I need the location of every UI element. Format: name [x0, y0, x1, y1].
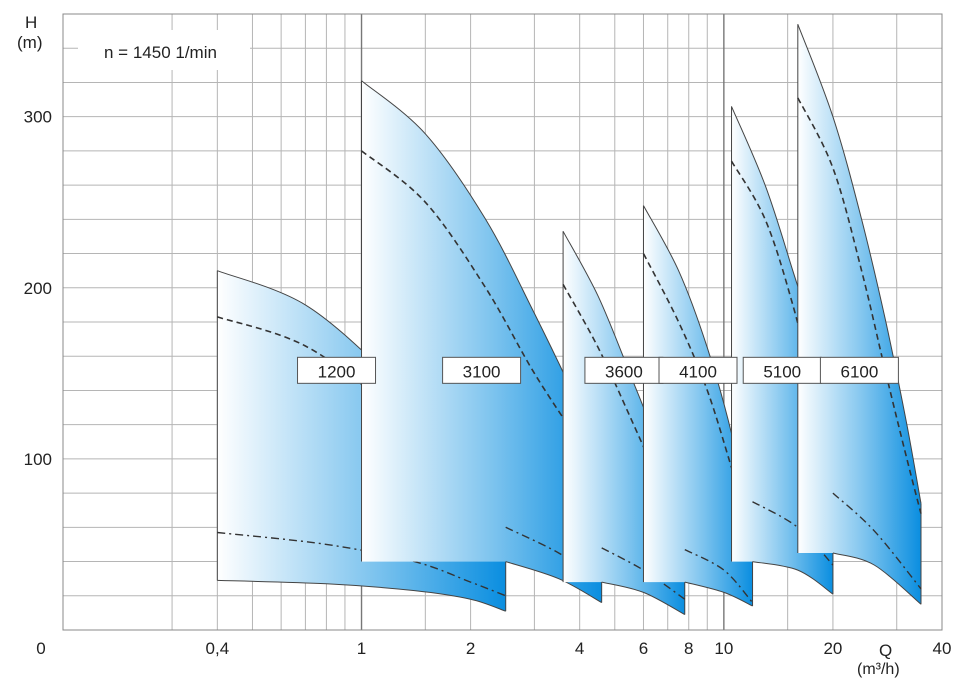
x-tick-label: 1 [357, 639, 366, 658]
x-axis-title: Q [879, 641, 892, 660]
x-tick-label: 10 [714, 639, 733, 658]
x-tick-label: 20 [823, 639, 842, 658]
series-label-box [819, 356, 899, 384]
x-tick-label: 2 [466, 639, 475, 658]
series-area [643, 205, 753, 606]
series-label: 3100 [463, 362, 501, 381]
y-axis-title: H [25, 13, 37, 32]
x-tick-label: 0 [36, 639, 45, 658]
series-dashdot-curve [832, 492, 922, 590]
series-label: 4100 [679, 362, 717, 381]
speed-label-box [78, 30, 250, 70]
y-tick-label: 100 [24, 450, 52, 469]
series-label: 5100 [763, 362, 801, 381]
series-upper-curve [797, 24, 922, 504]
x-tick-label: 8 [684, 639, 693, 658]
series-dashdot-curve [505, 526, 603, 583]
plot-frame [62, 13, 943, 631]
x-tick-label: 40 [933, 639, 952, 658]
x-tick-label: 4 [575, 639, 584, 658]
series-label: 1200 [318, 362, 356, 381]
y-axis-unit: (m) [17, 33, 42, 52]
series-dashdot-curve [752, 501, 834, 566]
y-tick-label: 200 [24, 279, 52, 298]
series-label-box [297, 356, 377, 384]
tick-label-layer: 0 0,4 1 2 4 6 8 10 20 40 100 200 300 [24, 108, 952, 658]
series-lower-curve [505, 561, 602, 604]
series-lower-curve [217, 579, 506, 612]
x-axis-unit: (m³/h) [857, 661, 900, 678]
series-area [361, 80, 602, 603]
series-label: 3600 [605, 362, 643, 381]
series-lower-curve [752, 561, 834, 595]
series-dashdot-curve [684, 548, 754, 604]
y-tick-label: 300 [24, 108, 52, 127]
series-lower-curve [601, 581, 686, 616]
series-label: 6100 [840, 362, 878, 381]
series-lower-curve [832, 552, 922, 605]
series-area [797, 24, 921, 605]
series-label-box [742, 356, 822, 384]
series-lower-curve [684, 581, 753, 607]
series-label-box [584, 356, 664, 384]
speed-label: n = 1450 1/min [104, 43, 217, 62]
x-tick-label: 6 [639, 639, 648, 658]
series-layer [216, 24, 922, 616]
series-label-box [658, 356, 738, 384]
series-dashed-curve [730, 160, 834, 460]
series-dashed-curve [361, 150, 603, 468]
series-label-box [442, 356, 522, 384]
x-tick-label: 0,4 [206, 639, 230, 658]
series-label-layer: 1200 3100 3600 4100 5100 6100 [297, 356, 899, 384]
